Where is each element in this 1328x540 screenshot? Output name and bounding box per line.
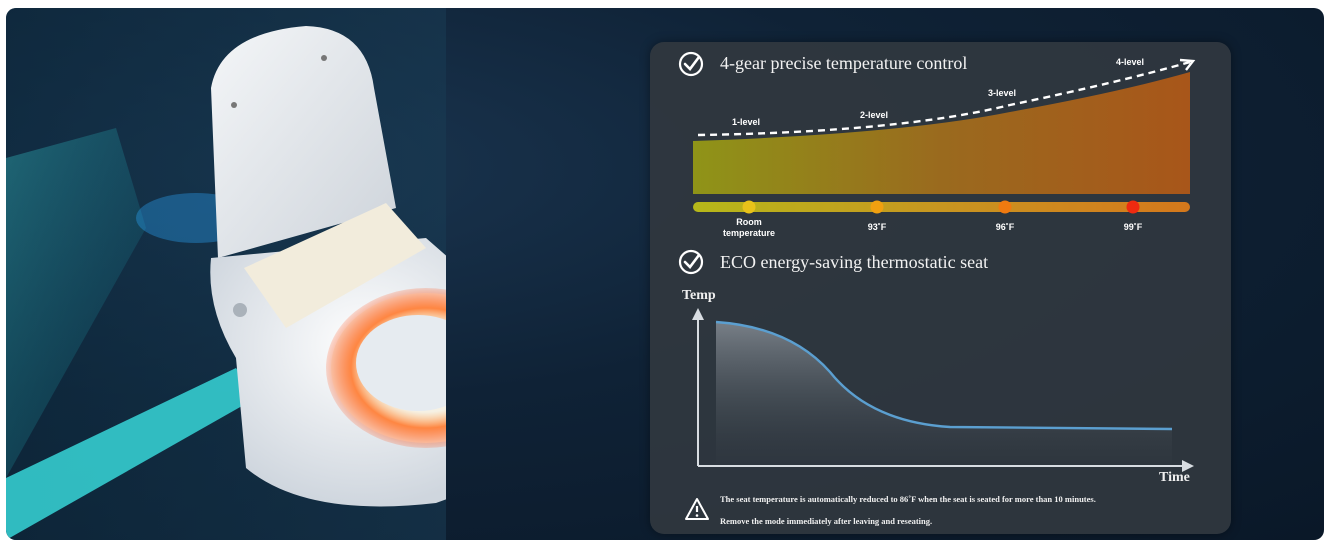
check-icon bbox=[678, 51, 704, 77]
temp-label-96: 96˚F bbox=[995, 222, 1015, 232]
notice-line-1: The seat temperature is automatically re… bbox=[720, 494, 1096, 504]
level-curve bbox=[697, 60, 1191, 137]
product-banner: 4-gear precise temperature control bbox=[6, 8, 1324, 540]
dot-room bbox=[742, 200, 756, 214]
notice-line-2: Remove the mode immediately after leavin… bbox=[720, 516, 933, 526]
y-axis-label: Temp bbox=[682, 288, 716, 303]
eco-curve-line bbox=[715, 320, 1173, 431]
arrow-up-icon bbox=[1179, 58, 1196, 71]
info-panel: 4-gear precise temperature control bbox=[650, 42, 1231, 534]
level-2-label: 2-level bbox=[860, 110, 889, 120]
section-title-eco: ECO energy-saving thermostatic seat bbox=[720, 252, 989, 272]
temp-label-99: 99˚F bbox=[1123, 222, 1143, 232]
dot-99 bbox=[1126, 200, 1140, 214]
temperature-bar bbox=[693, 202, 1190, 212]
check-icon bbox=[678, 249, 704, 275]
level-3-label: 3-level bbox=[988, 88, 1017, 98]
eco-temperature-chart bbox=[692, 308, 1194, 472]
y-axis-arrow-icon bbox=[692, 308, 704, 320]
level-4-label: 4-level bbox=[1116, 57, 1145, 67]
temp-label-93: 93˚F bbox=[867, 222, 887, 232]
temperature-gradient-chart bbox=[693, 58, 1196, 214]
x-axis-arrow-icon bbox=[1182, 460, 1194, 472]
level-1-label: 1-level bbox=[732, 117, 761, 127]
temp-label-room: Room temperature bbox=[722, 217, 776, 238]
eco-curve-area bbox=[716, 322, 1172, 464]
product-image bbox=[6, 8, 446, 540]
heat-gradient-band bbox=[693, 72, 1190, 194]
section-title-temperature: 4-gear precise temperature control bbox=[720, 53, 968, 73]
warning-icon bbox=[685, 498, 709, 520]
dot-93 bbox=[870, 200, 884, 214]
x-axis-label: Time bbox=[1159, 470, 1190, 485]
dot-96 bbox=[998, 200, 1012, 214]
